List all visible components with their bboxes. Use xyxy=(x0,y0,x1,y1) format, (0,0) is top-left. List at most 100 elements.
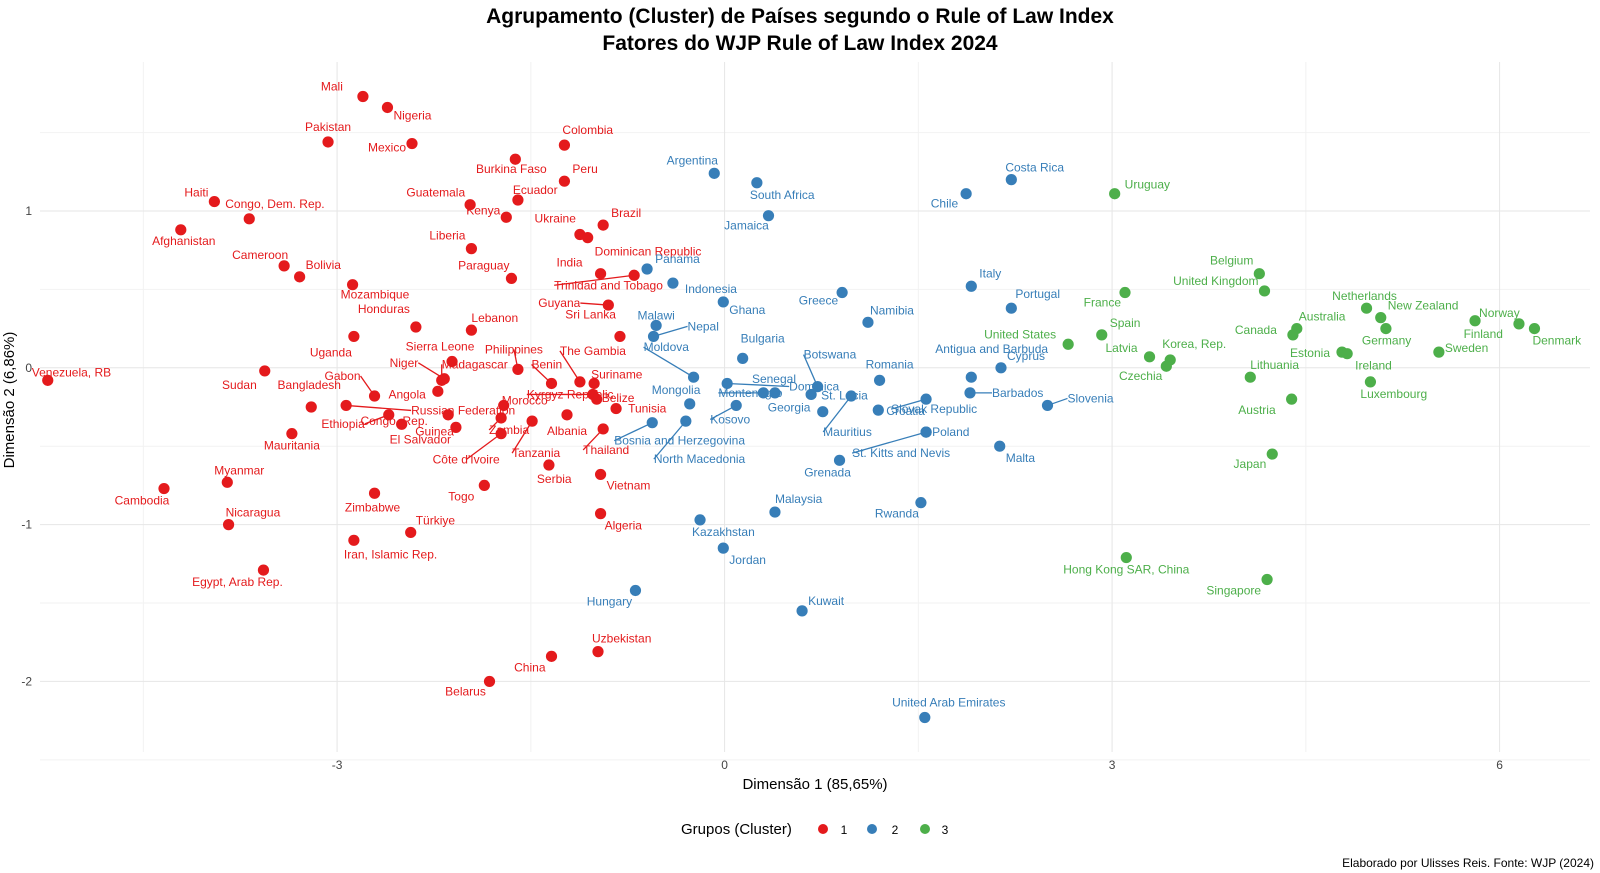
point-morocco xyxy=(498,399,510,412)
y-tick-label: -2 xyxy=(21,674,32,688)
label-south-africa: South Africa xyxy=(750,188,815,202)
label-zimbabwe: Zimbabwe xyxy=(345,500,401,514)
point-kazakhstan xyxy=(694,514,706,526)
label-jamaica: Jamaica xyxy=(724,219,769,233)
point-bangladesh xyxy=(305,401,317,413)
point-new-zealand xyxy=(1375,312,1387,324)
data-points xyxy=(42,90,1541,724)
label-poland: Poland xyxy=(932,425,969,439)
point-guyana xyxy=(602,299,614,311)
point-costa-rica xyxy=(1005,174,1017,186)
leader-st-kitts-and-nevis xyxy=(851,431,927,454)
x-tick-label: 6 xyxy=(1496,758,1503,772)
point-namibia xyxy=(862,316,874,328)
point-zimbabwe xyxy=(368,487,381,499)
point-denmark xyxy=(1528,322,1541,335)
point-st-kitts-and-nevis xyxy=(920,426,932,438)
label-sri-lanka: Sri Lanka xyxy=(565,307,616,321)
legend-label-1: 1 xyxy=(841,823,848,837)
label-sudan: Sudan xyxy=(222,378,257,392)
label-latvia: Latvia xyxy=(1106,341,1138,355)
point-rwanda xyxy=(915,497,927,509)
label-india: India xyxy=(557,256,583,270)
point-st-lucia xyxy=(805,388,817,401)
label-nigeria: Nigeria xyxy=(393,108,431,122)
point-ghana xyxy=(717,296,729,308)
label-kosovo: Kosovo xyxy=(710,412,750,426)
point-the-gambia xyxy=(574,376,586,388)
point-zambia xyxy=(495,412,507,424)
label-ukraine: Ukraine xyxy=(535,212,577,226)
point-finland xyxy=(1513,318,1525,330)
point-malaysia xyxy=(769,506,781,518)
point-sierra-leone xyxy=(446,355,458,368)
label-mali: Mali xyxy=(321,80,343,94)
y-tick-label: 0 xyxy=(25,361,32,375)
label-tunisia: Tunisia xyxy=(628,402,667,416)
label-indonesia: Indonesia xyxy=(685,282,737,296)
point-slovak-republic xyxy=(920,393,932,405)
point-paraguay xyxy=(505,272,518,285)
label-trinidad-and-tobago: Trinidad and Tobago xyxy=(554,278,663,292)
leader-nepal xyxy=(653,325,688,338)
leader-tanzania xyxy=(511,420,533,454)
label-malta: Malta xyxy=(1006,451,1036,465)
label-kenya: Kenya xyxy=(466,203,500,217)
leader-mauritius xyxy=(822,395,852,433)
label-argentina: Argentina xyxy=(667,153,719,167)
legend-key-1 xyxy=(818,824,828,834)
label-belgium: Belgium xyxy=(1210,254,1253,268)
point-barbados xyxy=(964,387,976,399)
label-croatia: Croatia xyxy=(886,404,925,418)
point-venezuela-rb xyxy=(42,374,54,386)
label-bangladesh: Bangladesh xyxy=(278,378,341,392)
point-uzbekistan xyxy=(592,646,604,658)
label-costa-rica: Costa Rica xyxy=(1005,161,1064,175)
label-niger: Niger xyxy=(390,356,419,370)
point-montenegro xyxy=(757,387,769,399)
label-uzbekistan: Uzbekistan xyxy=(592,632,651,646)
point-mozambique xyxy=(346,279,359,291)
label-lithuania: Lithuania xyxy=(1250,358,1299,372)
point-angola xyxy=(432,385,444,397)
chart-title: Agrupamento (Cluster) de Países segundo … xyxy=(486,5,1114,28)
point-jordan xyxy=(717,542,729,554)
point-egypt-arab-rep xyxy=(257,564,270,576)
label-morocco: Morocco xyxy=(502,393,548,407)
leader-botswana xyxy=(802,354,819,387)
label-ghana: Ghana xyxy=(729,303,765,317)
label-venezuela-rb: Venezuela, RB xyxy=(32,365,111,379)
label-hungary: Hungary xyxy=(587,594,632,608)
label-mongolia: Mongolia xyxy=(652,383,701,397)
point-benin xyxy=(545,377,558,390)
label-turkiye: Türkiye xyxy=(416,513,456,527)
point-portugal xyxy=(1005,302,1017,314)
point-grenada xyxy=(833,454,846,466)
point-cameroon xyxy=(278,260,290,272)
label-ecuador: Ecuador xyxy=(513,183,558,197)
leader-the-gambia xyxy=(559,350,581,383)
axis-ticks: -3 0 3 6 -2 -1 0 1 xyxy=(21,204,1503,772)
point-sweden xyxy=(1433,346,1445,358)
legend-key-3 xyxy=(920,824,930,834)
point-kosovo xyxy=(730,399,742,412)
label-mexico: Mexico xyxy=(368,141,406,155)
point-botswana xyxy=(811,381,824,393)
label-paraguay: Paraguay xyxy=(458,258,509,272)
label-congo-dem-rep: Congo, Dem. Rep. xyxy=(225,197,324,211)
point-czechia xyxy=(1160,360,1172,372)
point-mali xyxy=(357,90,369,103)
point-dominica xyxy=(721,377,733,390)
label-guinea: Guinea xyxy=(415,424,454,438)
label-moldova: Moldova xyxy=(644,340,690,354)
point-slovenia xyxy=(1041,399,1054,412)
point-nigeria xyxy=(381,101,394,114)
point-liberia xyxy=(465,243,478,255)
legend: Grupos (Cluster) 1 2 3 xyxy=(681,821,949,838)
label-dominican-republic: Dominican Republic xyxy=(595,245,702,259)
label-kyrgyz-republic: Kyrgyz Republic xyxy=(527,387,614,401)
label-korea-rep: Korea, Rep. xyxy=(1162,337,1226,351)
label-finland: Finland xyxy=(1464,327,1503,341)
label-algeria: Algeria xyxy=(605,519,643,533)
point-pakistan xyxy=(322,136,334,148)
